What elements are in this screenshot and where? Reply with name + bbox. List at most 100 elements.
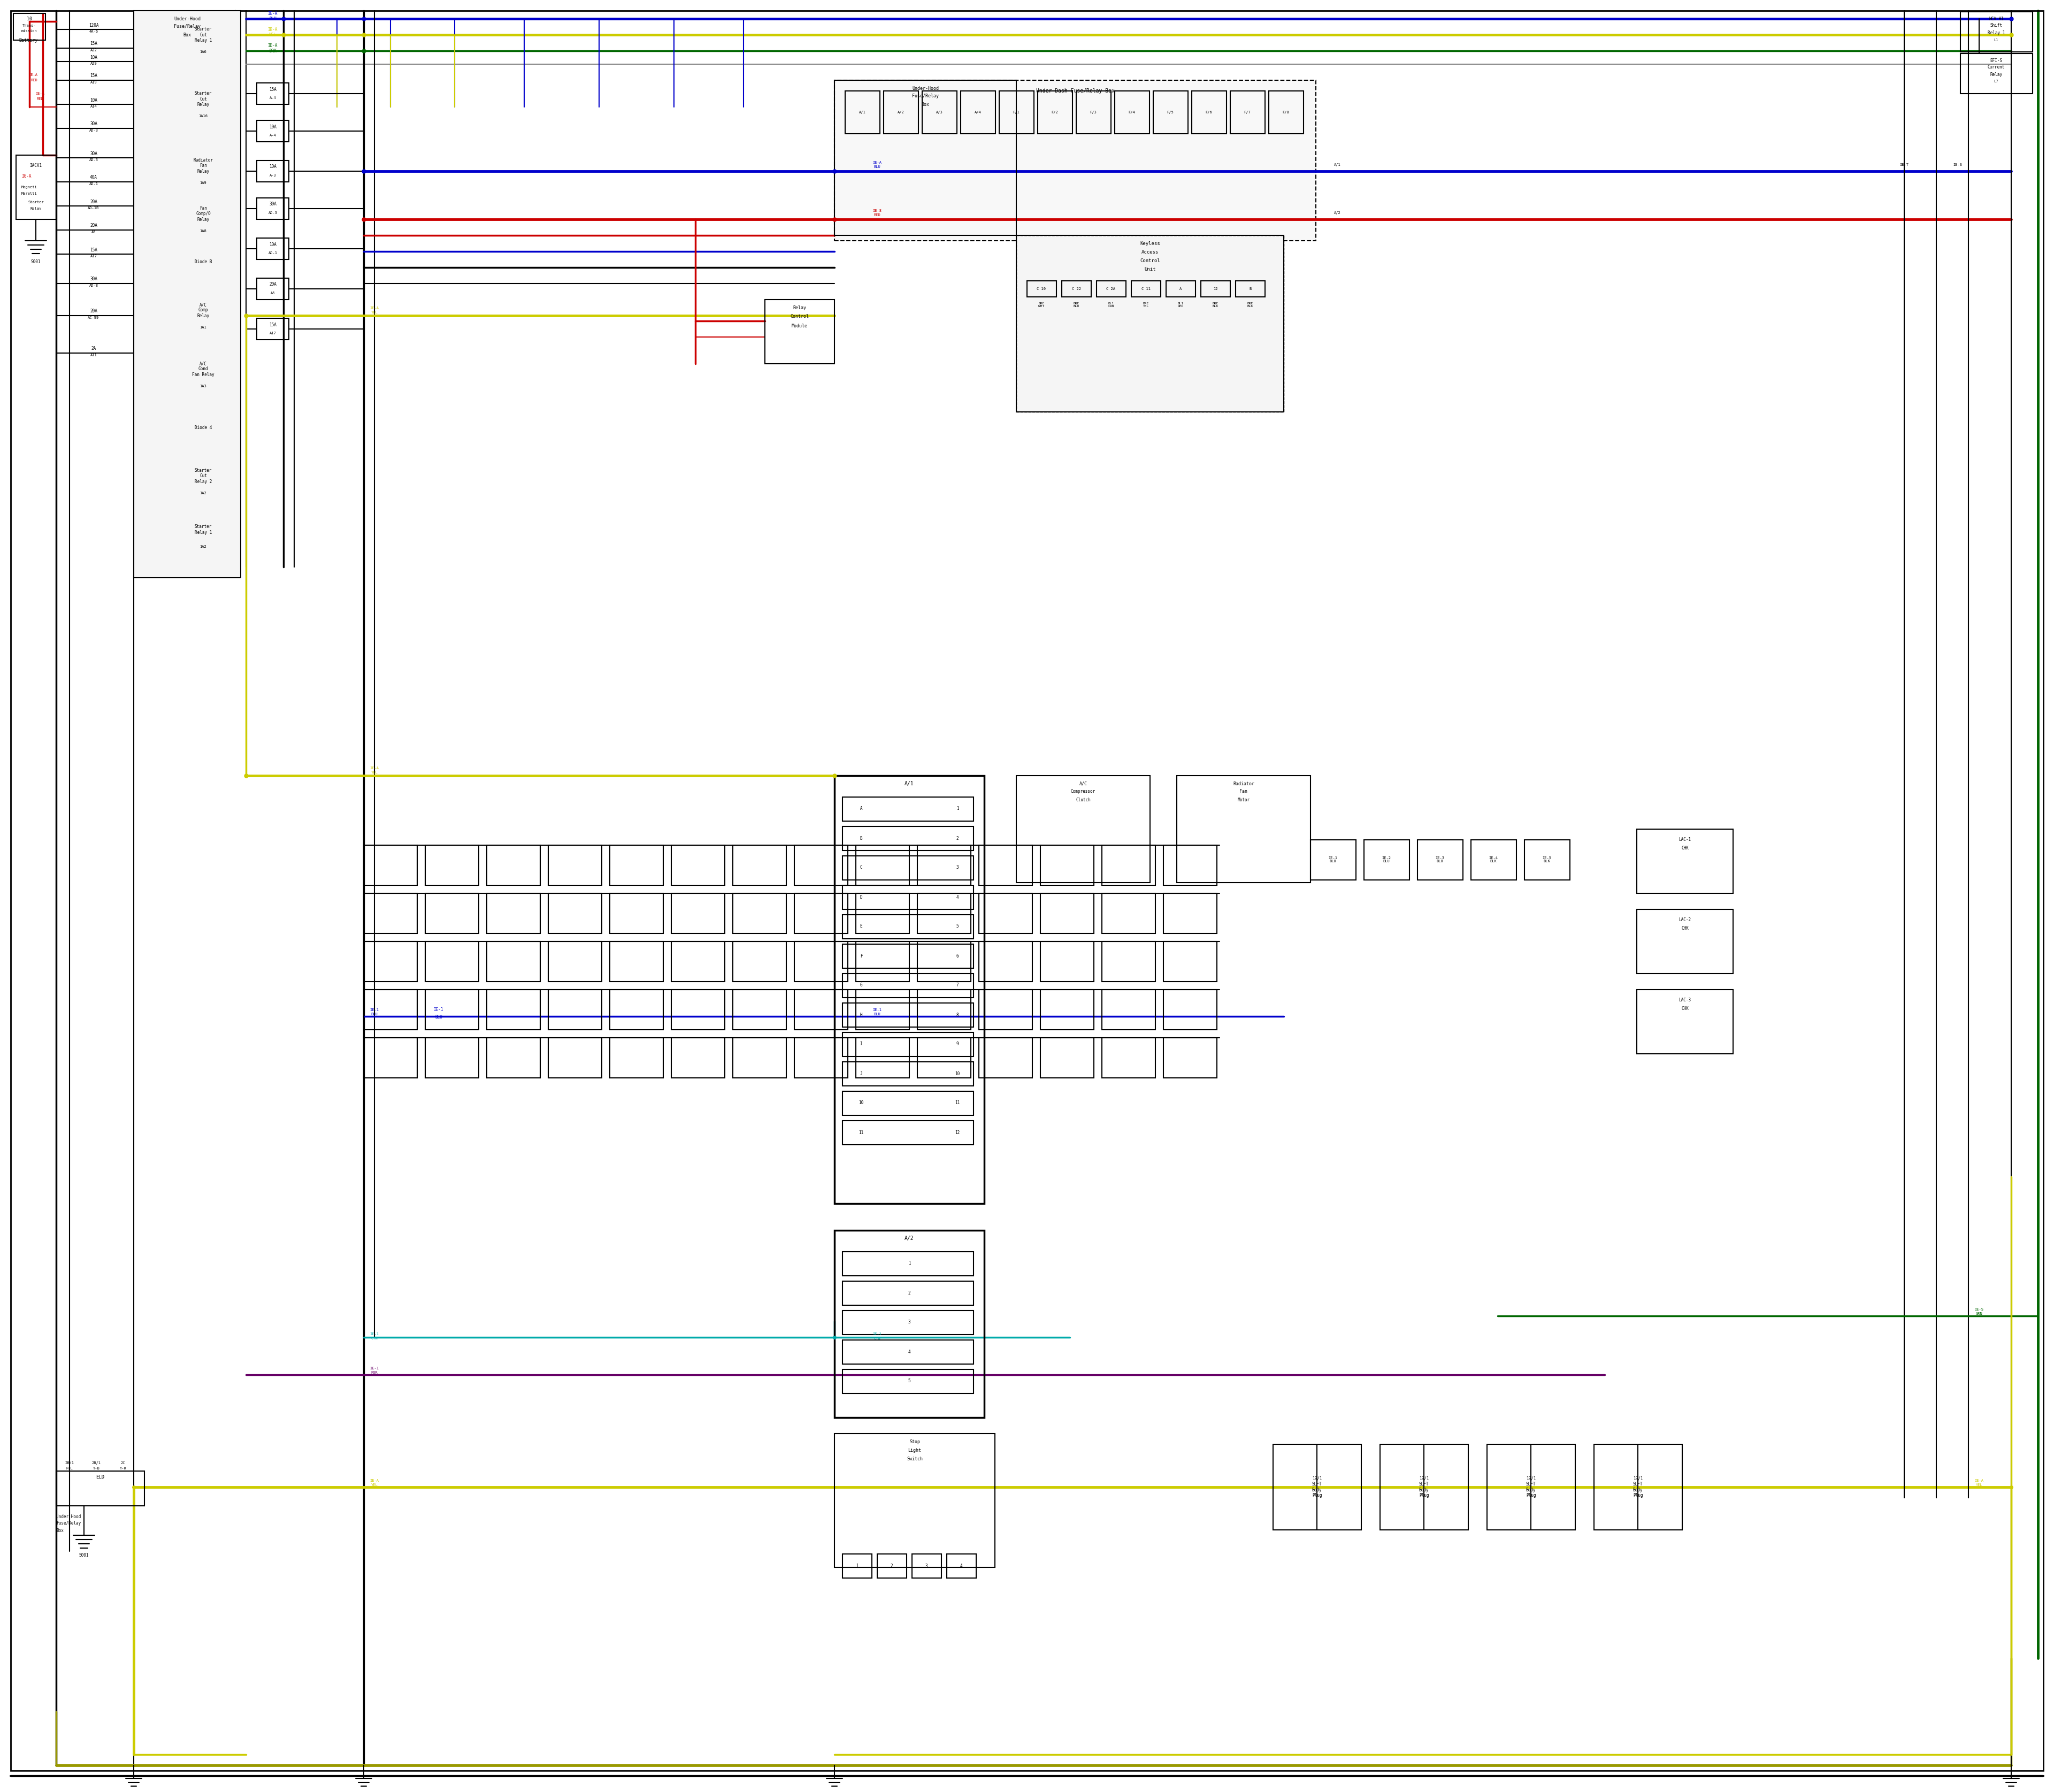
Text: 40A: 40A xyxy=(90,176,97,179)
Bar xyxy=(1076,91,1111,134)
Text: A/1: A/1 xyxy=(904,781,914,787)
Bar xyxy=(548,1038,602,1077)
Bar xyxy=(883,91,918,134)
Bar xyxy=(795,894,848,934)
Bar xyxy=(257,161,290,181)
Text: F: F xyxy=(861,953,863,959)
Bar xyxy=(918,1038,972,1077)
Bar xyxy=(1594,1444,1682,1530)
Bar xyxy=(922,91,957,134)
Text: BL1
CRN: BL1 CRN xyxy=(1107,303,1113,308)
Bar xyxy=(672,846,725,885)
Text: 2A: 2A xyxy=(90,346,97,351)
Bar xyxy=(947,1554,976,1579)
Text: A17: A17 xyxy=(269,332,275,335)
Text: RED: RED xyxy=(37,97,43,100)
Text: Motor: Motor xyxy=(1237,797,1249,803)
Bar xyxy=(842,1004,974,1027)
Text: IE-1
BLU: IE-1 BLU xyxy=(370,1009,380,1016)
Text: H: H xyxy=(861,1012,863,1018)
Bar xyxy=(764,299,834,364)
Bar xyxy=(1041,941,1095,982)
Text: 3: 3 xyxy=(957,866,959,871)
Text: LAC-3: LAC-3 xyxy=(1678,998,1690,1004)
Bar xyxy=(425,989,479,1030)
Bar xyxy=(177,82,230,120)
Bar xyxy=(672,989,725,1030)
Bar xyxy=(177,246,230,283)
Text: 120A: 120A xyxy=(88,23,99,27)
Text: A/3: A/3 xyxy=(937,111,943,115)
Bar xyxy=(1152,91,1187,134)
Text: Radiator
Fan
Relay: Radiator Fan Relay xyxy=(193,158,214,174)
Text: 3: 3 xyxy=(908,1321,910,1324)
Text: 15A: 15A xyxy=(90,247,97,253)
Bar xyxy=(980,846,1033,885)
Bar xyxy=(1364,840,1409,880)
Bar xyxy=(1202,281,1230,297)
Text: Current: Current xyxy=(1988,65,2005,70)
Text: F/6: F/6 xyxy=(1206,111,1212,115)
Text: Fuse/Relay: Fuse/Relay xyxy=(912,93,939,99)
Text: Control: Control xyxy=(791,314,809,319)
Text: A/C
Comp
Relay: A/C Comp Relay xyxy=(197,303,210,319)
Bar xyxy=(257,82,290,104)
Text: Marelli: Marelli xyxy=(21,192,37,195)
Bar xyxy=(918,989,972,1030)
Text: IE-1: IE-1 xyxy=(433,1007,444,1012)
Text: L7: L7 xyxy=(1994,79,1999,82)
Text: 2B/1: 2B/1 xyxy=(66,1462,74,1464)
Text: IE-1
PUR: IE-1 PUR xyxy=(370,1367,380,1374)
Bar xyxy=(857,989,910,1030)
Bar xyxy=(1017,235,1284,412)
Text: DRK: DRK xyxy=(269,48,277,54)
Text: IE-A
YEL: IE-A YEL xyxy=(370,306,380,314)
Text: 10: 10 xyxy=(955,1072,959,1075)
Text: 1A8: 1A8 xyxy=(199,229,207,233)
Bar xyxy=(487,846,540,885)
Text: ELD: ELD xyxy=(97,1475,105,1480)
Text: 20A: 20A xyxy=(269,281,277,287)
Bar xyxy=(425,1038,479,1077)
Text: A/C: A/C xyxy=(1078,781,1087,787)
Text: 6: 6 xyxy=(957,953,959,959)
Text: IACV1: IACV1 xyxy=(29,163,41,168)
Text: 1A9: 1A9 xyxy=(199,181,207,185)
Bar xyxy=(1097,281,1126,297)
Text: C: C xyxy=(861,866,863,871)
Text: A5: A5 xyxy=(271,292,275,294)
Text: G: G xyxy=(861,984,863,987)
Text: Under-Dash Fuse/Relay Box: Under-Dash Fuse/Relay Box xyxy=(1035,88,1115,93)
Text: 10A: 10A xyxy=(269,124,277,129)
Text: A-4: A-4 xyxy=(269,134,275,136)
Text: Compressor: Compressor xyxy=(1070,788,1095,794)
Text: 1B/1
SLFT
Body
Plug: 1B/1 SLFT Body Plug xyxy=(1526,1477,1536,1498)
Text: 12: 12 xyxy=(955,1131,959,1134)
Text: Keyless: Keyless xyxy=(1140,240,1161,246)
Bar xyxy=(842,1310,974,1335)
Bar xyxy=(1163,1038,1216,1077)
Text: B: B xyxy=(1249,287,1251,290)
Text: 11: 11 xyxy=(859,1131,863,1134)
Text: Starter
Cut
Relay 2: Starter Cut Relay 2 xyxy=(195,468,212,484)
Text: Access: Access xyxy=(1142,251,1158,254)
Bar xyxy=(918,894,972,934)
Text: HCA-H1: HCA-H1 xyxy=(1988,16,2003,22)
Bar xyxy=(548,941,602,982)
Text: A29: A29 xyxy=(90,63,97,65)
Text: IE-A: IE-A xyxy=(267,11,277,16)
Bar xyxy=(425,941,479,982)
Bar xyxy=(177,461,230,498)
Text: Relay: Relay xyxy=(1990,72,2003,77)
Text: 10: 10 xyxy=(859,1100,863,1106)
Bar xyxy=(1167,281,1195,297)
Text: Starter
Relay 1: Starter Relay 1 xyxy=(195,525,212,534)
Text: IE-4
BLK: IE-4 BLK xyxy=(1489,857,1497,864)
Text: AD-3: AD-3 xyxy=(269,211,277,215)
Text: Box: Box xyxy=(183,32,191,38)
Bar xyxy=(842,826,974,851)
Text: 1A2: 1A2 xyxy=(199,491,207,495)
Bar xyxy=(1637,989,1734,1054)
Bar xyxy=(857,941,910,982)
Text: Fan
Comp/O
Relay: Fan Comp/O Relay xyxy=(195,206,212,222)
